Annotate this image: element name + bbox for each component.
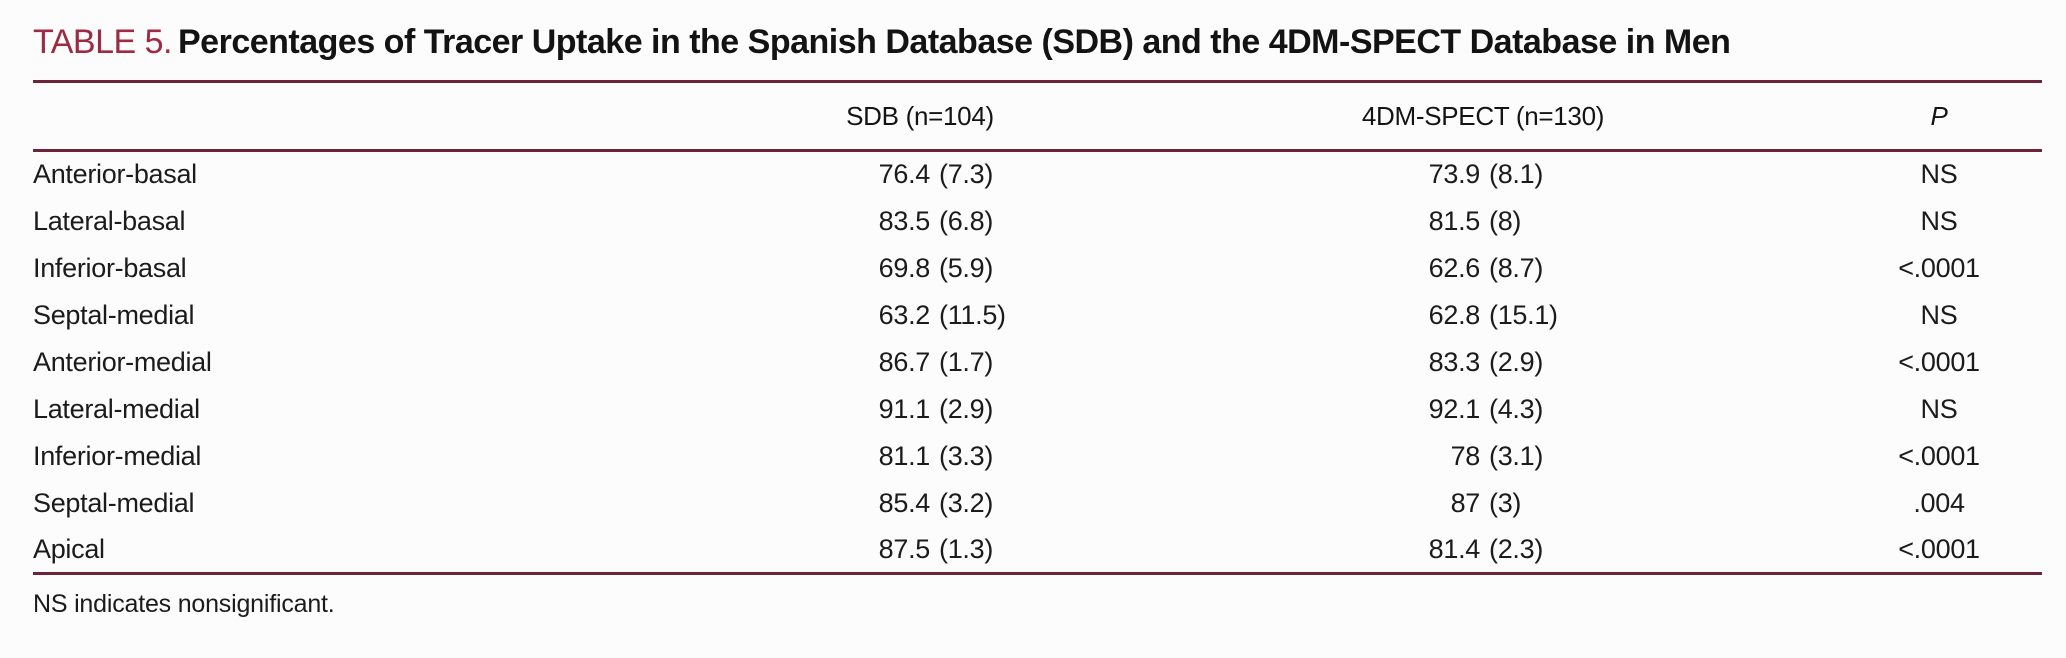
table-row: Inferior-basal 69.8 (5.9) 62.6 (8.7) <.000… xyxy=(33,245,2042,292)
sdb-sd: (5.9) xyxy=(939,252,994,283)
header-p: P xyxy=(1930,100,1948,131)
sdb-value: 87.5 xyxy=(878,533,931,564)
header-sdb: SDB (n=104) xyxy=(846,100,994,131)
p-value: NS xyxy=(1920,299,1958,330)
p-value: <.0001 xyxy=(1898,440,1980,471)
sdb-value: 83.5 xyxy=(878,205,931,236)
header-spect: 4DM-SPECT (n=130) xyxy=(1361,100,1605,131)
sdb-sd: (6.8) xyxy=(939,205,994,236)
spect-value: 87 xyxy=(1450,487,1481,518)
spect-sd: (8.1) xyxy=(1489,159,1544,190)
sdb-value: 81.1 xyxy=(878,440,931,471)
spect-sd: (4.3) xyxy=(1489,393,1544,424)
table-footnote: NS indicates nonsignificant. xyxy=(33,590,335,618)
table-row: Apical 87.5 (1.3) 81.4 (2.3) <.0001 xyxy=(33,527,2042,574)
spect-value: 62.6 xyxy=(1428,252,1481,283)
region-label: Lateral-basal xyxy=(33,205,186,236)
uptake-table: SDB (n=104) 4DM-SPECT (n=130) P Anterior… xyxy=(33,80,2042,575)
sdb-value: 69.8 xyxy=(878,252,931,283)
spect-sd: (3.1) xyxy=(1489,440,1544,471)
sdb-sd: (7.3) xyxy=(939,159,994,190)
spect-value: 81.4 xyxy=(1428,533,1481,564)
spect-value: 62.8 xyxy=(1428,299,1481,330)
p-value: NS xyxy=(1920,393,1958,424)
spect-sd: (15.1) xyxy=(1489,299,1558,330)
table-row: Anterior-basal 76.4 (7.3) 73.9 (8.1) NS xyxy=(33,151,2042,198)
table-row: Inferior-medial 81.1 (3.3) 78 (3.1) <.0001 xyxy=(33,433,2042,480)
region-label: Septal-medial xyxy=(33,299,195,330)
p-value: NS xyxy=(1920,159,1958,190)
spect-value: 83.3 xyxy=(1428,346,1481,377)
spect-value: 81.5 xyxy=(1428,205,1481,236)
sdb-sd: (3.3) xyxy=(939,440,994,471)
table-figure: TABLE 5. Percentages of Tracer Uptake in … xyxy=(33,20,2042,618)
p-value: <.0001 xyxy=(1898,533,1980,564)
spect-sd: (8.7) xyxy=(1489,252,1544,283)
spect-sd: (8) xyxy=(1489,205,1522,236)
table-row: Anterior-medial 86.7 (1.7) 83.3 (2.9) <.00… xyxy=(33,339,2042,386)
sdb-value: 86.7 xyxy=(878,346,931,377)
header-row: SDB (n=104) 4DM-SPECT (n=130) P xyxy=(33,81,2042,151)
sdb-sd: (3.2) xyxy=(939,487,994,518)
table-row: Lateral-medial 91.1 (2.9) 92.1 (4.3) NS xyxy=(33,386,2042,433)
region-label: Lateral-medial xyxy=(33,393,200,424)
region-label: Inferior-medial xyxy=(33,440,202,471)
spect-value: 92.1 xyxy=(1428,393,1481,424)
table-title-text: Percentages of Tracer Uptake in the Span… xyxy=(178,23,1731,61)
spect-sd: (3) xyxy=(1489,487,1522,518)
table-row: Septal-medial 85.4 (3.2) 87 (3) .004 xyxy=(33,480,2042,527)
table-title: TABLE 5. Percentages of Tracer Uptake in … xyxy=(33,20,2042,64)
sdb-value: 76.4 xyxy=(878,159,931,190)
region-label: Anterior-medial xyxy=(33,346,212,377)
p-value: .004 xyxy=(1913,487,1965,518)
header-region xyxy=(33,82,710,151)
region-label: Septal-medial xyxy=(33,487,195,518)
sdb-value: 63.2 xyxy=(878,299,931,330)
spect-value: 78 xyxy=(1450,440,1481,471)
region-label: Inferior-basal xyxy=(33,252,187,283)
region-label: Apical xyxy=(33,533,105,564)
sdb-value: 85.4 xyxy=(878,487,931,518)
p-value: NS xyxy=(1920,205,1958,236)
spect-sd: (2.3) xyxy=(1489,533,1544,564)
table-row: Lateral-basal 83.5 (6.8) 81.5 (8) NS xyxy=(33,198,2042,245)
table-row: Septal-medial 63.2 (11.5) 62.8 (15.1) NS xyxy=(33,292,2042,339)
p-value: <.0001 xyxy=(1898,346,1980,377)
spect-sd: (2.9) xyxy=(1489,346,1544,377)
sdb-value: 91.1 xyxy=(878,393,931,424)
region-label: Anterior-basal xyxy=(33,159,197,190)
sdb-sd: (1.3) xyxy=(939,533,994,564)
sdb-sd: (2.9) xyxy=(939,393,994,424)
sdb-sd: (11.5) xyxy=(939,299,1006,330)
spect-value: 73.9 xyxy=(1428,159,1481,190)
sdb-sd: (1.7) xyxy=(939,346,994,377)
p-value: <.0001 xyxy=(1898,252,1980,283)
table-number-label: TABLE 5. xyxy=(33,23,173,61)
